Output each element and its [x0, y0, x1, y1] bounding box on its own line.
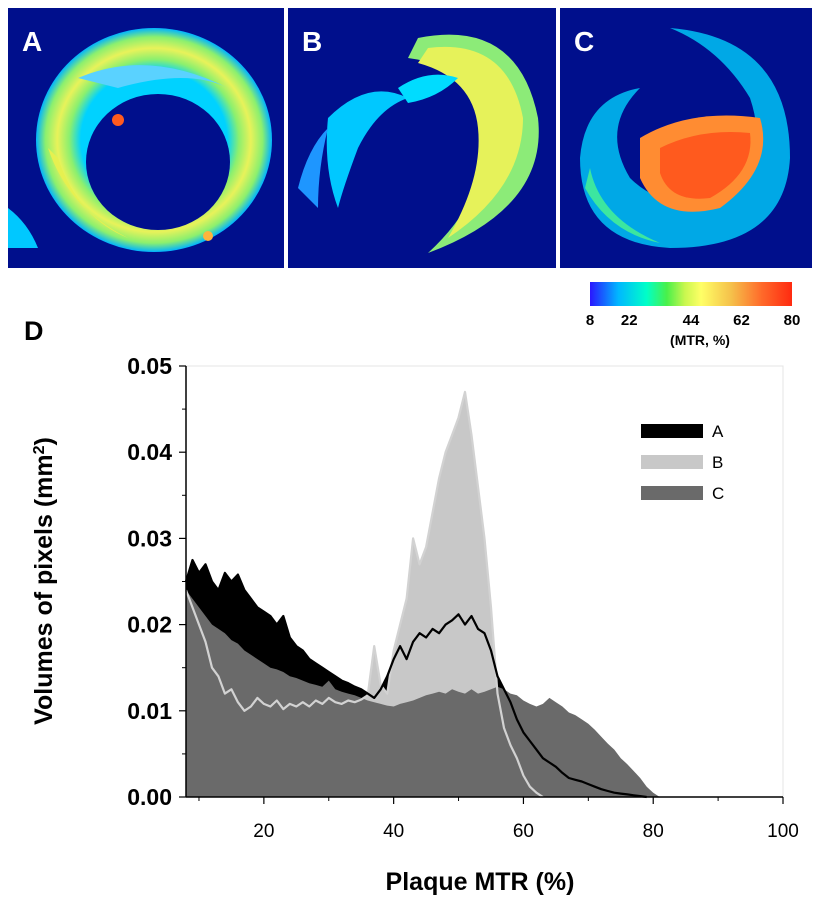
x-axis-title: Plaque MTR (%): [386, 868, 575, 896]
colorbar-tick-label: 62: [733, 312, 750, 329]
y-tick-label: 0.03: [127, 525, 172, 551]
mtr-map-b-image: [298, 34, 539, 254]
panel-b-label: B: [302, 26, 323, 57]
x-tick-label: 100: [767, 821, 799, 842]
colorbar-tick-label: 8: [585, 312, 595, 329]
colorbar-tick-label: 22: [620, 312, 638, 329]
y-tick-label: 0.04: [127, 439, 172, 465]
legend: ABC: [641, 422, 724, 503]
legend-label-b: B: [712, 453, 723, 472]
x-tick-label: 40: [383, 821, 404, 842]
y-tick-label: 0.02: [127, 612, 172, 638]
panel-a-label: A: [22, 26, 43, 57]
y-tick-label: 0.01: [127, 698, 172, 724]
panel-d-label: D: [24, 316, 44, 346]
x-tick-label: 20: [253, 821, 274, 842]
legend-swatch-c: [641, 486, 703, 500]
mtr-map-panel-a: A: [8, 8, 284, 268]
mtr-map-c-image: [580, 28, 790, 248]
mtr-map-panel-b: B: [288, 8, 556, 268]
x-tick-label: 80: [643, 821, 664, 842]
series-b-line: [184, 390, 544, 798]
y-tick-label: 0.05: [127, 353, 172, 379]
legend-swatch-a: [641, 424, 703, 438]
x-tick-label: 60: [513, 821, 534, 842]
colorbar-unit-label: (MTR, %): [670, 332, 730, 348]
axes-layer: 0.00 0.01 0.02 0.03 0.04 0.05 20 40 60 80 100: [127, 353, 799, 842]
y-tick-label: 0.00: [127, 784, 172, 810]
y-axis-title: Volumes of pixels (mm2): [30, 437, 58, 725]
colorbar-tick-label: 80: [783, 312, 801, 329]
legend-label-c: C: [712, 484, 724, 503]
series-layer: [184, 390, 660, 799]
mtr-map-panel-c: C: [560, 8, 812, 268]
panel-c-label: C: [574, 26, 595, 57]
legend-swatch-b: [641, 455, 703, 469]
series-c-area: [186, 590, 660, 797]
colorbar-tick-label: 44: [682, 312, 700, 329]
mtr-map-a-image: [8, 28, 272, 252]
series-a-line: [184, 558, 647, 799]
legend-label-a: A: [712, 422, 724, 441]
mtr-colorbar: [590, 282, 792, 306]
